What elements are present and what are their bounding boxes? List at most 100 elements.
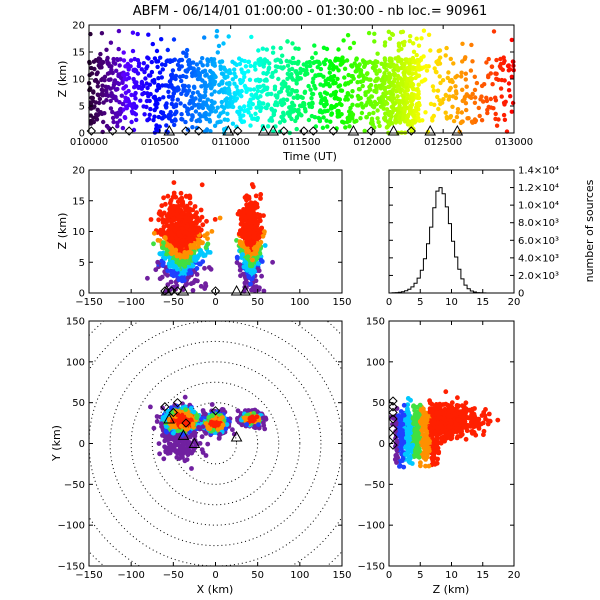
source-point: [294, 88, 299, 94]
source-point: [151, 241, 156, 247]
source-point: [402, 39, 407, 45]
source-point: [391, 102, 396, 107]
source-point: [166, 94, 172, 99]
source-point: [237, 109, 242, 115]
source-point: [413, 87, 419, 92]
source-point: [121, 50, 126, 55]
station-diamond: [308, 126, 319, 136]
source-point: [407, 38, 412, 44]
y-tick-label: 8.0×10³: [518, 218, 559, 229]
source-point: [183, 215, 189, 221]
time-height-z-label: Z (km): [56, 61, 69, 98]
source-point: [205, 441, 211, 447]
source-point: [356, 96, 361, 102]
source-point: [285, 86, 291, 92]
source-point: [311, 76, 316, 81]
source-point: [279, 114, 284, 120]
source-point: [175, 97, 180, 102]
source-point: [469, 42, 474, 48]
source-point: [377, 123, 382, 129]
source-point: [113, 112, 119, 117]
source-point: [335, 114, 340, 119]
source-point: [311, 60, 316, 66]
source-point: [366, 99, 371, 104]
histogram-y-label: number of sources: [583, 179, 596, 282]
source-point: [481, 99, 486, 104]
source-point: [100, 91, 105, 96]
source-point: [253, 61, 258, 66]
source-point: [174, 88, 179, 93]
y-tick-label: 0: [518, 289, 524, 300]
source-point: [194, 215, 200, 221]
source-point: [146, 56, 151, 61]
source-point: [380, 78, 385, 83]
source-point: [133, 90, 138, 96]
source-point: [472, 87, 478, 93]
source-point: [293, 118, 298, 124]
source-point: [102, 111, 107, 116]
y-tick-label: 10: [72, 75, 85, 86]
source-point: [383, 99, 388, 105]
source-point: [498, 86, 504, 91]
source-point: [335, 111, 340, 116]
source-point: [193, 109, 199, 114]
source-point: [100, 83, 105, 88]
source-point: [435, 88, 441, 93]
source-point: [194, 266, 200, 271]
source-point: [173, 110, 179, 115]
source-point: [179, 195, 185, 201]
source-point: [153, 102, 158, 107]
source-point: [116, 28, 122, 34]
source-point: [243, 64, 249, 69]
x-tick-label: 50: [251, 297, 264, 308]
source-point: [232, 71, 237, 76]
source-point: [126, 103, 131, 108]
source-point: [253, 67, 258, 72]
source-point: [167, 200, 173, 206]
source-point: [321, 45, 327, 50]
source-point: [419, 36, 424, 41]
source-point: [312, 43, 317, 48]
source-point: [241, 119, 247, 124]
source-point: [243, 260, 249, 266]
source-point: [134, 117, 139, 123]
y-tick-label: 0: [79, 289, 85, 300]
source-point: [349, 94, 354, 99]
source-point: [375, 51, 380, 56]
source-point: [138, 98, 143, 103]
source-point: [506, 63, 511, 68]
source-point: [448, 85, 453, 91]
range-ring: [89, 321, 342, 566]
source-point: [261, 87, 267, 93]
source-point: [486, 56, 491, 62]
source-point: [484, 95, 489, 101]
source-point: [220, 422, 226, 428]
source-point: [271, 110, 276, 115]
source-point: [237, 61, 243, 67]
source-point: [245, 242, 250, 247]
source-point: [411, 41, 416, 46]
source-point: [270, 259, 275, 265]
source-point: [285, 71, 290, 77]
source-point: [295, 108, 300, 114]
y-tick-label: 5: [79, 102, 85, 113]
source-point: [340, 119, 345, 125]
source-point: [111, 119, 116, 125]
source-point: [446, 70, 451, 75]
source-point: [491, 29, 497, 34]
source-point: [243, 85, 248, 90]
source-point: [409, 99, 414, 105]
source-point: [217, 215, 223, 221]
source-point: [200, 69, 206, 75]
source-point: [371, 110, 376, 116]
source-point: [104, 47, 109, 52]
source-point: [174, 266, 180, 272]
source-point: [409, 76, 414, 82]
source-point: [508, 94, 513, 99]
source-point: [247, 263, 253, 269]
source-point: [304, 64, 309, 69]
source-point: [343, 125, 348, 130]
source-point: [203, 73, 208, 78]
station-diamond: [279, 126, 289, 136]
source-point: [369, 118, 375, 123]
